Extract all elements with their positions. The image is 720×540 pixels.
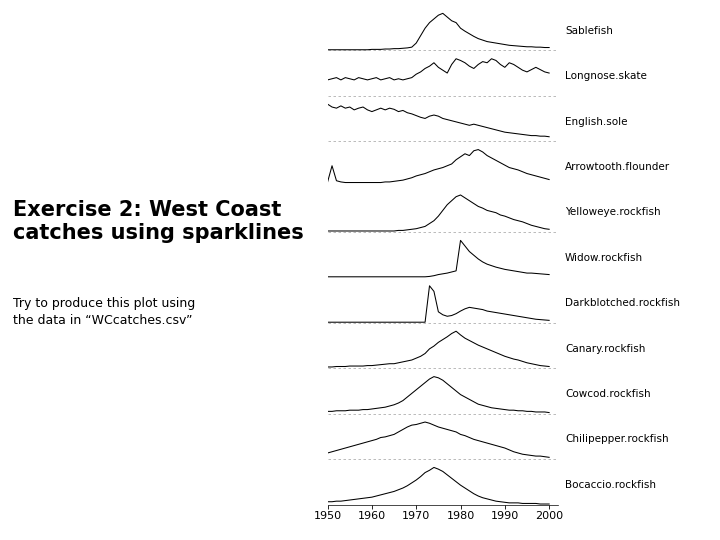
Text: Darkblotched.rockfish: Darkblotched.rockfish <box>565 298 680 308</box>
Text: Widow.rockfish: Widow.rockfish <box>565 253 643 263</box>
Text: Sablefish: Sablefish <box>565 26 613 36</box>
Text: Canary.rockfish: Canary.rockfish <box>565 343 645 354</box>
Text: Cowcod.rockfish: Cowcod.rockfish <box>565 389 651 399</box>
Text: Arrowtooth.flounder: Arrowtooth.flounder <box>565 162 670 172</box>
Text: Exercise 2: West Coast
catches using sparklines: Exercise 2: West Coast catches using spa… <box>13 200 304 243</box>
Text: Longnose.skate: Longnose.skate <box>565 71 647 81</box>
Text: Yelloweye.rockfish: Yelloweye.rockfish <box>565 207 660 218</box>
Text: Try to produce this plot using
the data in “WCcatches.csv”: Try to produce this plot using the data … <box>13 297 195 327</box>
Text: Chilipepper.rockfish: Chilipepper.rockfish <box>565 435 669 444</box>
Text: Bocaccio.rockfish: Bocaccio.rockfish <box>565 480 656 490</box>
Text: English.sole: English.sole <box>565 117 627 126</box>
